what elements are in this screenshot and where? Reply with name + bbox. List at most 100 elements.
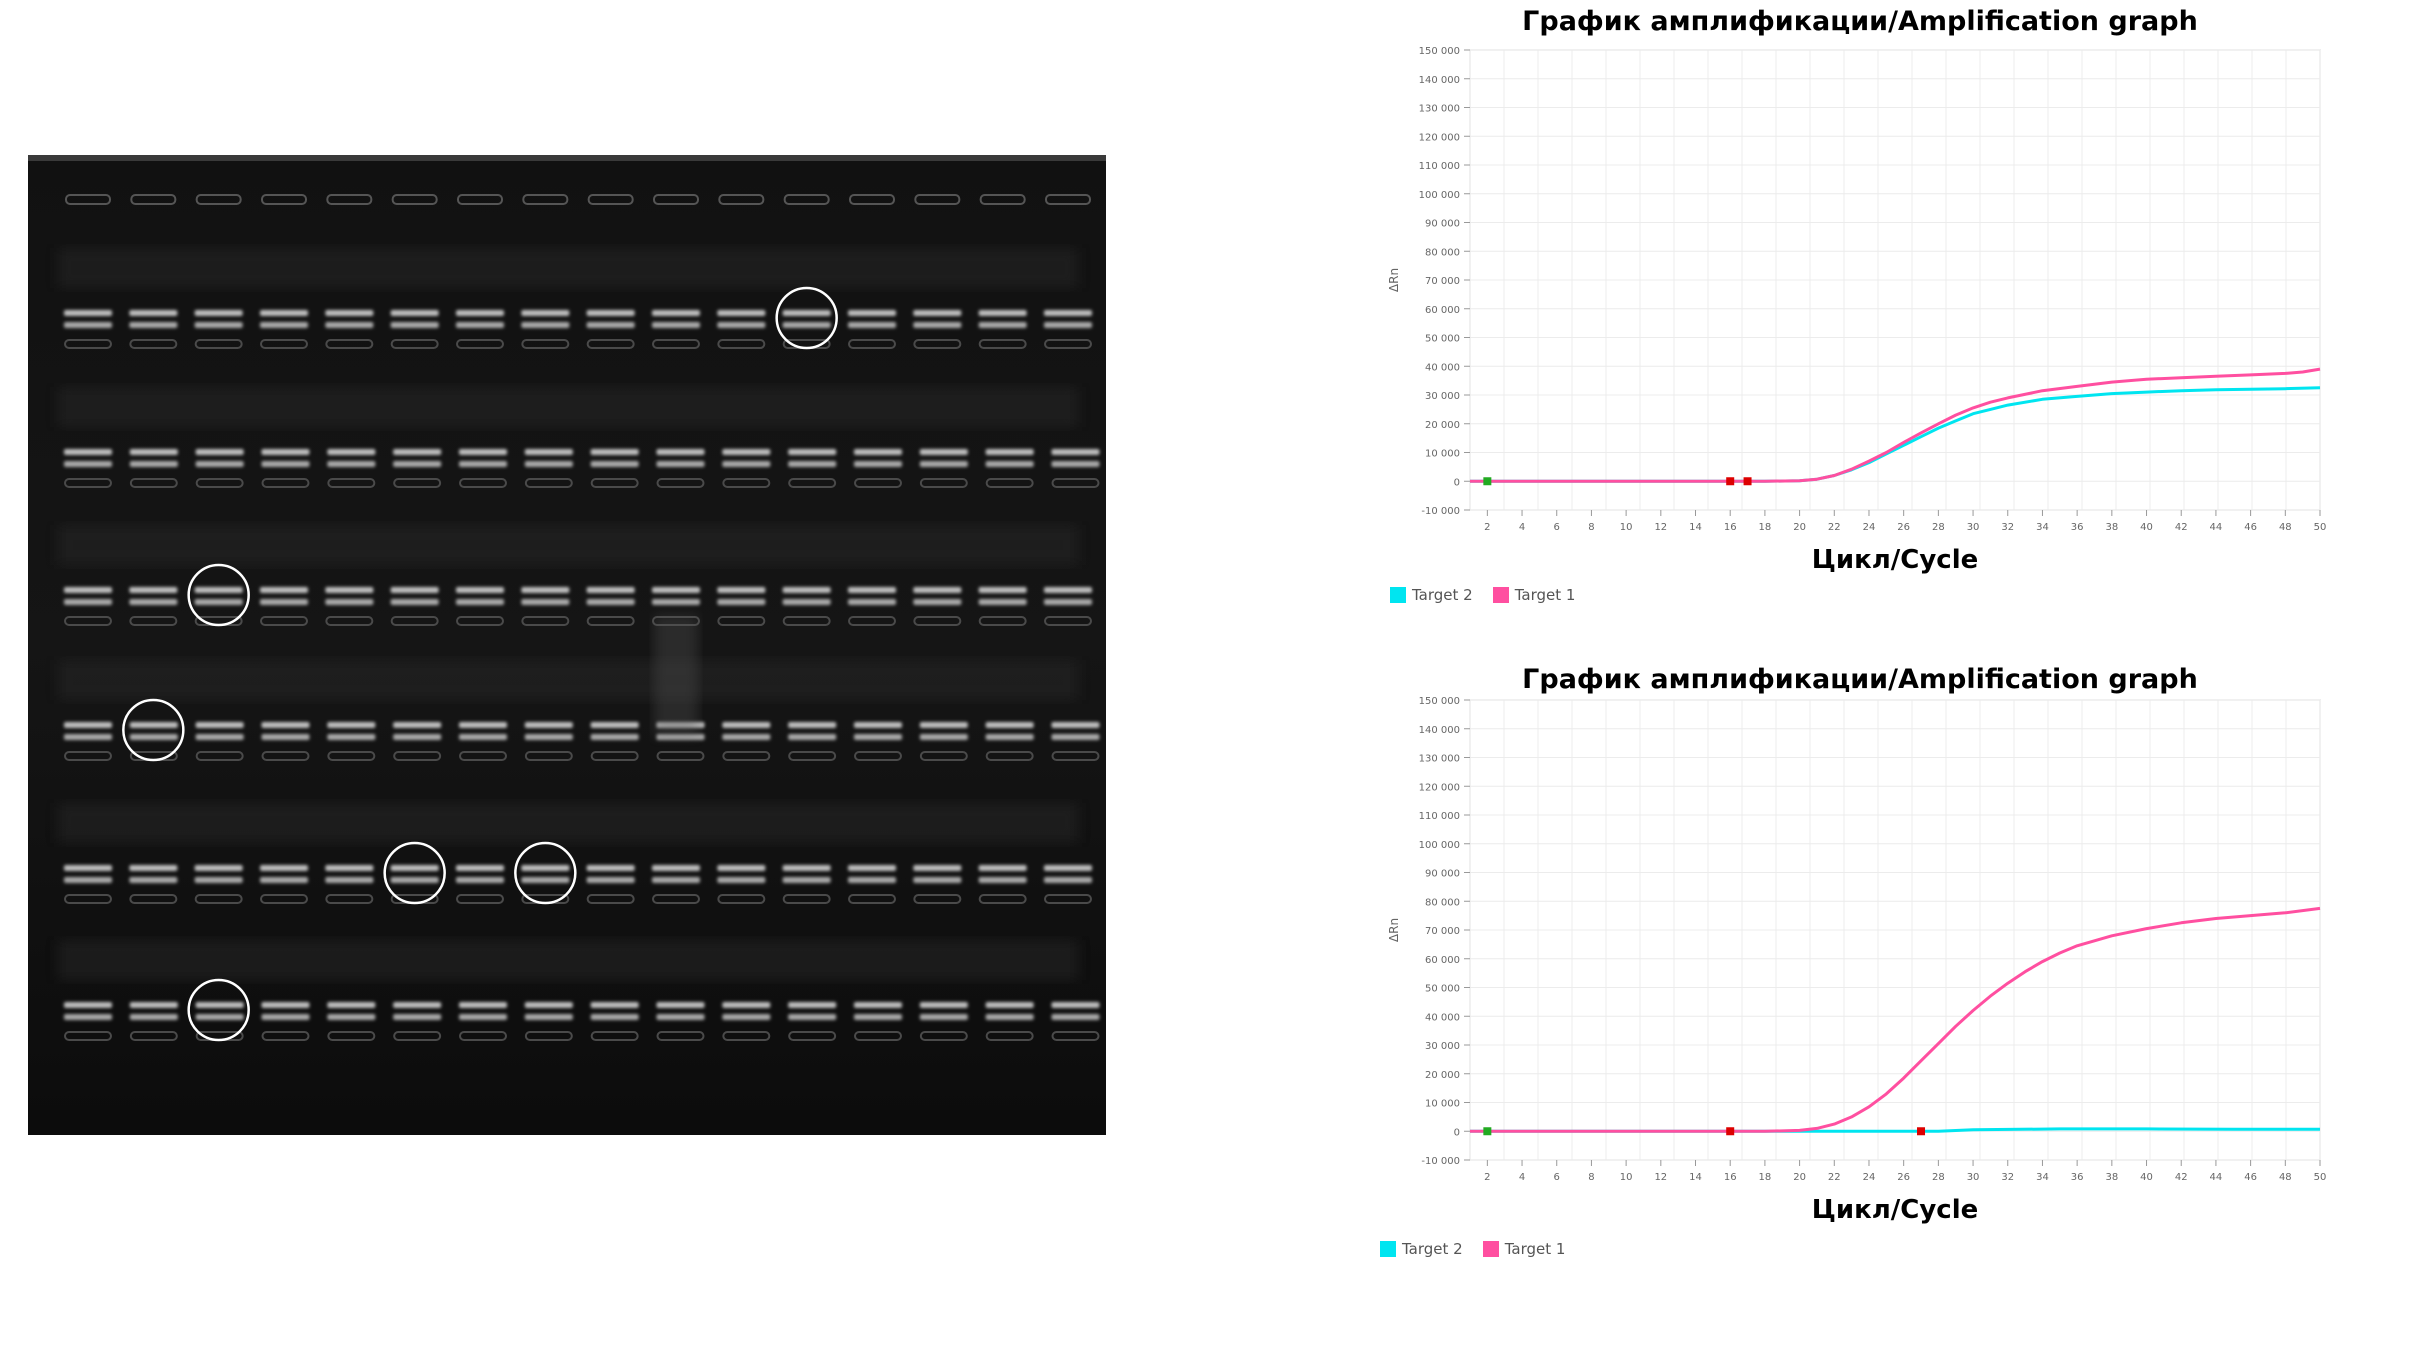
gel-band — [590, 1014, 639, 1020]
gel-band — [521, 310, 570, 316]
series-line-target-1 — [1470, 906, 2321, 1133]
gel-band-pair — [1051, 1002, 1100, 1020]
gel-band-pair — [788, 722, 837, 740]
gel-band-pair — [327, 1002, 376, 1020]
gel-highlight-circle — [187, 563, 250, 627]
gel-band-pair — [590, 1002, 639, 1020]
gel-band-pair — [985, 722, 1034, 740]
gel-band-pair — [652, 587, 700, 605]
gel-band-pair — [325, 865, 374, 883]
gel-band — [327, 1014, 376, 1020]
y-tick-label: 0 — [1454, 477, 1460, 488]
gel-band-pair — [64, 1002, 112, 1020]
y-tick-label: 30 000 — [1425, 1041, 1460, 1052]
gel-well — [783, 194, 830, 205]
gel-band — [913, 310, 962, 316]
gel-band — [788, 734, 837, 740]
gel-band — [656, 1014, 705, 1020]
gel-well — [788, 478, 837, 488]
y-tick-label: -10 000 — [1421, 1156, 1460, 1167]
x-tick-label: 20 — [1793, 522, 1806, 533]
gel-band — [848, 310, 896, 316]
gel-well — [129, 894, 178, 904]
gel-band — [1044, 587, 1092, 593]
y-tick-label: -10 000 — [1421, 506, 1460, 517]
gel-well — [325, 616, 374, 626]
legend-item-target-1: Target 1 — [1492, 586, 1575, 604]
gel-band — [1044, 865, 1092, 871]
gel-band — [260, 877, 308, 883]
gel-band — [64, 722, 112, 728]
gel-band — [194, 587, 243, 593]
gel-band-pair — [261, 449, 310, 467]
y-tick-label: 130 000 — [1419, 104, 1460, 115]
x-tick-label: 20 — [1793, 1172, 1806, 1183]
gel-well — [722, 751, 771, 761]
gel-highlight-circle — [187, 978, 250, 1042]
gel-band — [260, 310, 308, 316]
gel-well — [1051, 478, 1100, 488]
threshold-marker — [1743, 477, 1752, 486]
gel-band — [64, 734, 112, 740]
gel-well — [978, 616, 1027, 626]
gel-band — [782, 877, 831, 883]
gel-band-pair — [848, 310, 896, 328]
gel-band-pair — [194, 310, 243, 328]
legend-swatch — [1492, 587, 1509, 603]
gel-well — [848, 894, 896, 904]
gel-well — [522, 194, 569, 205]
x-tick-label: 18 — [1759, 522, 1772, 533]
gel-band — [129, 587, 178, 593]
gel-band — [393, 1014, 442, 1020]
gel-band — [64, 1014, 112, 1020]
gel-band — [195, 449, 244, 455]
gel-well — [261, 194, 307, 205]
gel-well — [586, 339, 635, 349]
chart-legend: Target 2 Target 1 — [1380, 1240, 1575, 1258]
gel-band — [919, 449, 968, 455]
legend-label: Target 2 — [1412, 586, 1473, 604]
gel-well — [587, 194, 634, 205]
gel-band — [521, 599, 570, 605]
threshold-marker — [1726, 477, 1735, 486]
x-axis-label: Цикл/Cycle — [1812, 1195, 1979, 1225]
x-tick-label: 50 — [2314, 522, 2327, 533]
gel-band — [325, 587, 374, 593]
x-tick-label: 6 — [1554, 1172, 1560, 1183]
gel-well — [652, 339, 700, 349]
x-tick-label: 48 — [2279, 522, 2292, 533]
y-tick-label: 70 000 — [1425, 276, 1460, 287]
gel-well — [457, 194, 503, 205]
gel-well — [653, 194, 699, 205]
gel-band — [524, 461, 573, 467]
gel-band — [390, 599, 439, 605]
gel-well — [978, 339, 1027, 349]
gel-band — [717, 310, 766, 316]
gel-band — [652, 310, 700, 316]
gel-band-pair — [456, 310, 504, 328]
gel-band — [194, 322, 243, 328]
gel-band-pair — [978, 587, 1027, 605]
x-tick-label: 22 — [1828, 522, 1841, 533]
gel-band — [195, 1002, 244, 1008]
gel-smear — [58, 387, 1078, 427]
gel-band — [129, 322, 178, 328]
gel-well — [722, 478, 771, 488]
gel-well — [325, 894, 374, 904]
gel-band-pair — [64, 587, 112, 605]
gel-well — [261, 751, 310, 761]
gel-band-pair — [524, 722, 573, 740]
x-tick-label: 12 — [1654, 522, 1667, 533]
gel-band — [717, 599, 766, 605]
gel-highlight-circle — [122, 698, 185, 762]
gel-highlight-circle — [775, 286, 838, 350]
gel-band — [1044, 310, 1092, 316]
gel-well — [985, 1031, 1034, 1041]
gel-well — [64, 339, 112, 349]
y-tick-label: 140 000 — [1419, 725, 1460, 736]
gel-band — [652, 322, 700, 328]
gel-band — [129, 865, 178, 871]
gel-well — [722, 1031, 771, 1041]
series-line-target-1 — [1470, 367, 2321, 483]
gel-band — [459, 734, 507, 740]
